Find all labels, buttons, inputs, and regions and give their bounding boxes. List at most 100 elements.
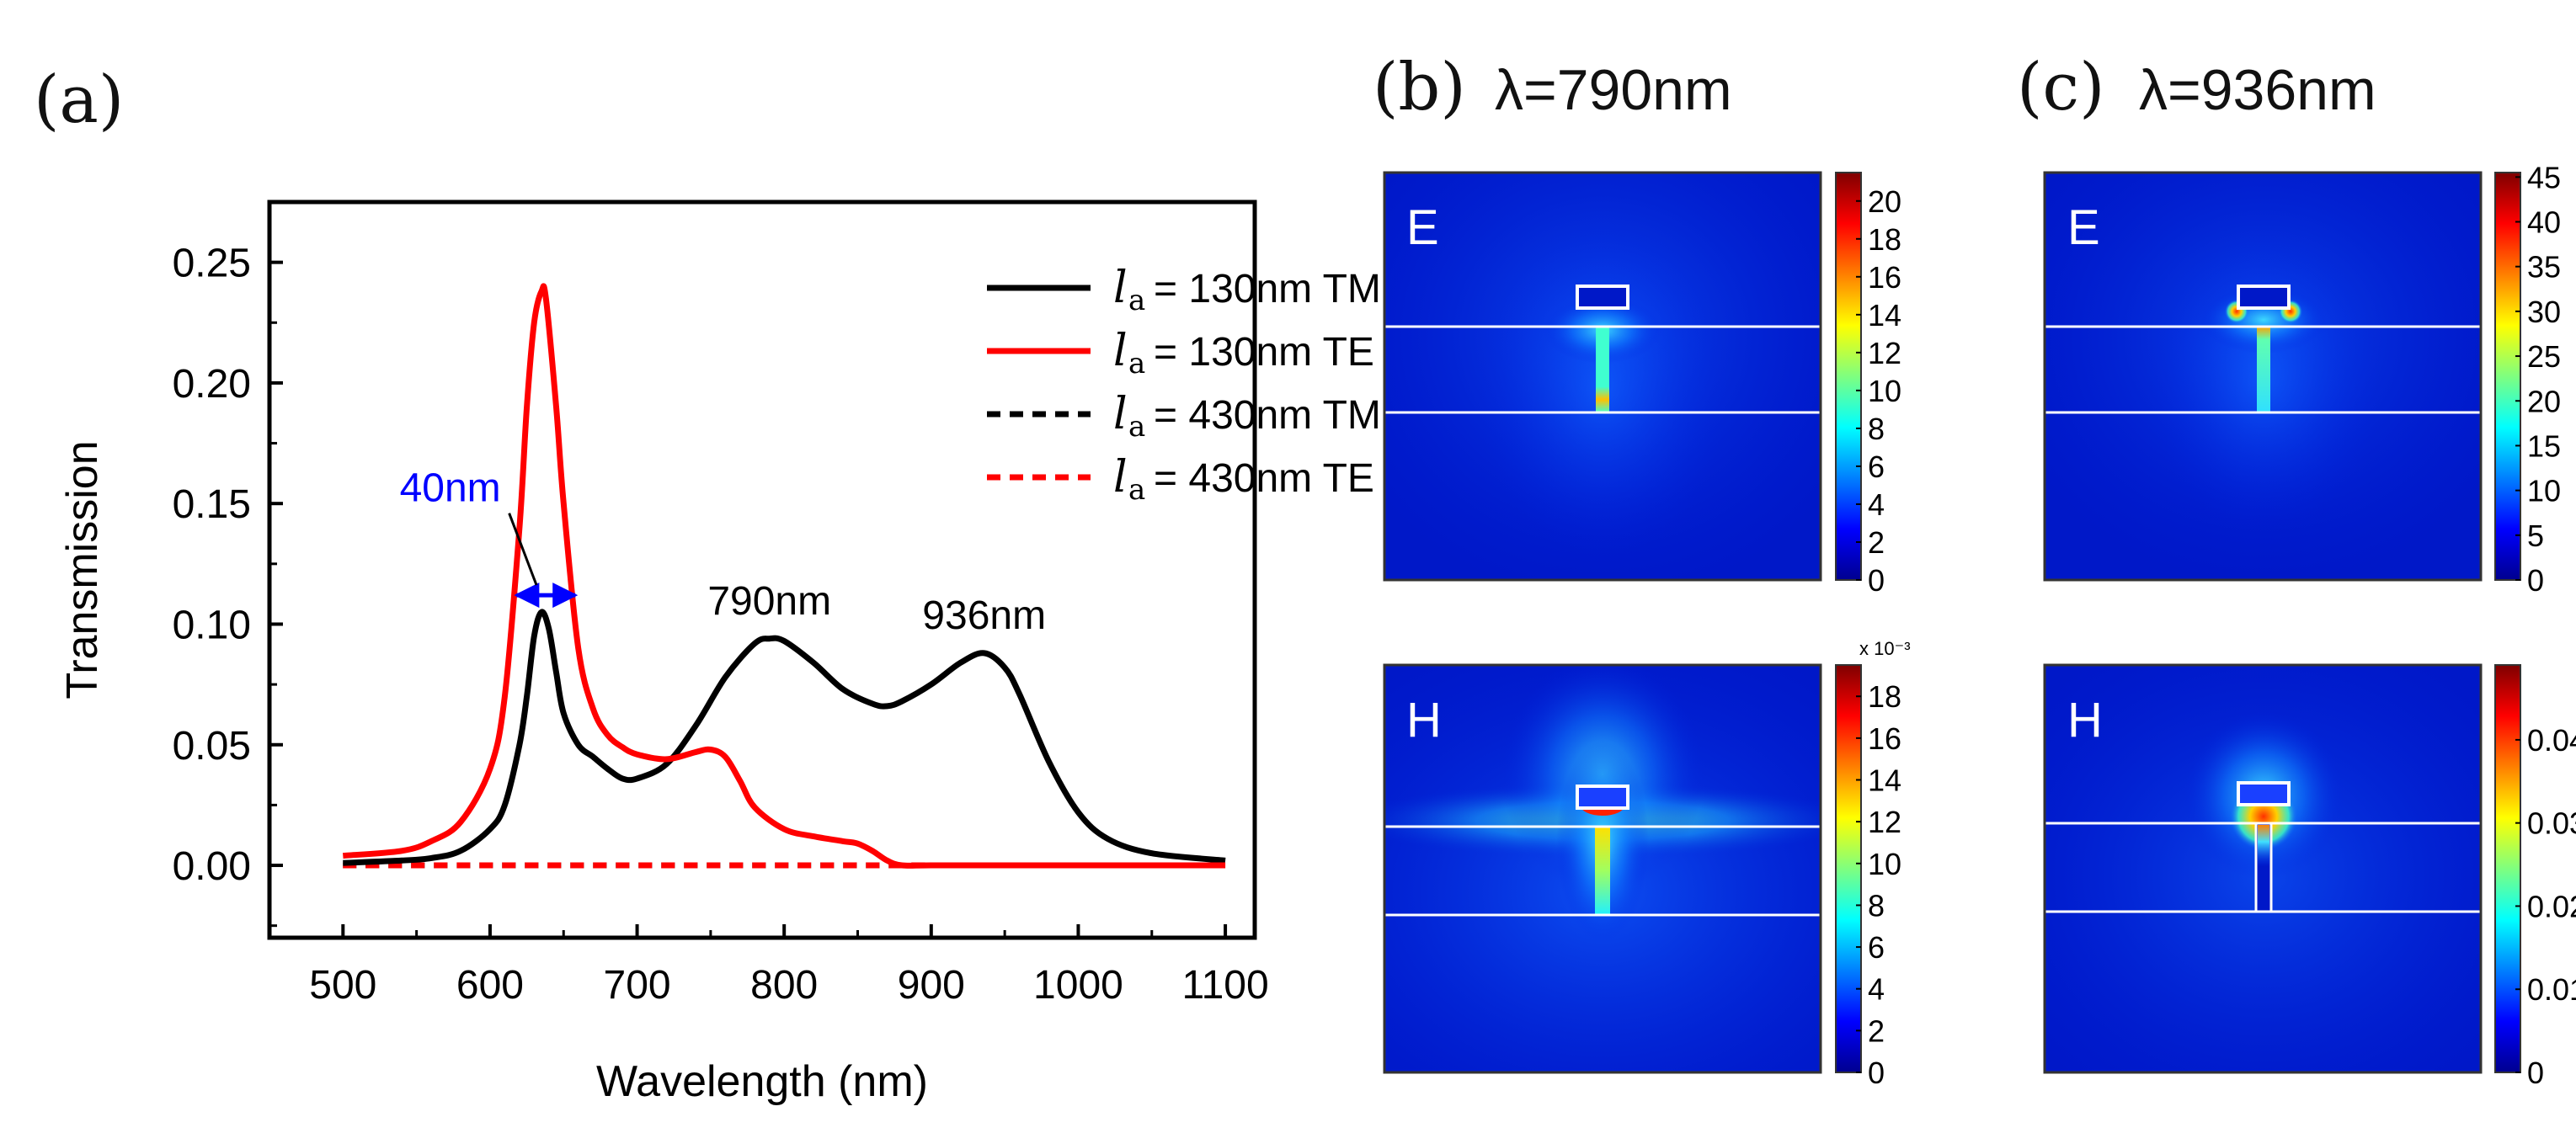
antenna-outline [2237,285,2291,310]
colorbar-tick-label: 4 [1868,487,1885,522]
slit-hotspot [1596,327,1609,412]
x-axis-label: Wavelength (nm) [596,1057,928,1106]
antenna-outline [2237,781,2291,806]
colorbar-tick-label: 0.01 [2527,972,2576,1007]
colorbar-tick-label: 14 [1868,298,1901,332]
colorbar-tick-label: 0.04 [2527,723,2576,758]
colorbar-tick-label: 25 [2527,339,2561,374]
colorbar-tick-label: 45 [2527,160,2561,194]
legend-subscript: a [1128,284,1145,317]
colorbar-tick-label: 20 [2527,384,2561,418]
x-tick-label: 1100 [1181,963,1268,1008]
colorbar-gradient [2494,172,2521,581]
legend-subscript: a [1128,347,1145,380]
y-tick-label: 0.15 [173,482,251,527]
peak1-label: 790nm [707,579,831,624]
x-axis: 500 600 700 800 900 1000 1100 [268,924,1269,1008]
antenna-outline [1576,785,1629,810]
fwhm-label: 40nm [400,466,501,511]
field-map-h-790: H 18 16 14 12 10 8 6 4 2 0 x 10⁻³ [1383,638,1911,1090]
plot-frame [267,199,1257,940]
colorbar-gradient [1835,172,1862,581]
colorbar-tick-label: 0 [1868,1056,1885,1090]
y-axis: 0.00 0.05 0.10 0.15 0.20 0.25 [173,242,283,928]
colorbar-tick-label: 35 [2527,250,2561,285]
colorbar-tick-label: 0.02 [2527,889,2576,923]
colorbar-tick-label: 0 [1868,563,1885,598]
colorbar-tick-label: 8 [1868,412,1885,446]
legend-label: = 430nm TE [1154,456,1374,501]
colorbar-tick-label: 0 [2527,563,2544,598]
legend-symbol: l [1113,263,1128,313]
legend-label: = 430nm TM [1154,393,1381,438]
series-group [343,283,1226,869]
colorbar-tick-label: 40 [2527,205,2561,240]
legend-subscript: a [1128,473,1145,507]
y-tick-label: 0.20 [173,362,251,407]
y-tick-label: 0.05 [173,724,251,769]
colorbar-tick-label: 0 [2527,1056,2544,1090]
legend-label: = 130nm TE [1154,330,1374,375]
series-line-0 [343,609,1226,866]
colorbar-tick-label: 0.03 [2527,806,2576,841]
legend-label: = 130nm TM [1154,267,1381,311]
fwhm-leader-line [508,513,538,586]
x-tick-label: 600 [456,963,524,1008]
colorbar-tick-label: 16 [1868,721,1901,756]
panel-c-label: (c) [2017,50,2105,125]
y-axis-label: Transmission [58,440,107,699]
panel-b-title: λ=790nm [1495,58,1732,122]
colorbar-tick-label: 30 [2527,295,2561,329]
colorbar-tick-label: 6 [1868,449,1885,484]
colorbar-tick-label: 2 [1868,1013,1885,1048]
colorbar-tick-label: 15 [2527,428,2561,463]
field-label: H [2067,693,2103,747]
x-tick-label: 700 [604,963,671,1008]
panel-a-label: (a) [34,62,124,138]
colorbar-tick-label: 4 [1868,972,1885,1007]
panel-b-label: (b) [1373,50,1466,125]
colorbar-tick-label: 18 [1868,222,1901,257]
colorbar-tick-label: 20 [1868,184,1901,219]
colorbar-tick-label: 16 [1868,260,1901,295]
colorbar-exponent: x 10⁻³ [1859,638,1911,659]
colorbar-tick-label: 14 [1868,763,1901,798]
colorbar-gradient [1835,664,1862,1073]
colorbar-tick-label: 12 [1868,336,1901,370]
field-label: E [1406,200,1439,255]
colorbar-tick-label: 10 [1868,847,1901,881]
y-tick-label: 0.10 [173,603,251,647]
antenna-outline [1576,285,1629,310]
legend-symbol: l [1113,326,1128,376]
series-line-1 [343,283,1226,869]
colorbar-gradient [2494,664,2521,1073]
x-tick-label: 500 [309,963,376,1008]
legend-subscript: a [1128,410,1145,444]
slit-hotspot [2257,327,2270,412]
legend-symbol: l [1113,389,1128,439]
y-tick-label: 0.25 [173,242,251,286]
legend-symbol: l [1113,452,1128,503]
x-tick-label: 1000 [1033,963,1123,1008]
annotations: 40nm 790nm 936nm [400,466,1047,639]
slit-hotspot [2258,825,2269,867]
colorbar-tick-label: 8 [1868,888,1885,923]
colorbar-tick-label: 10 [1868,374,1901,408]
legend: l a = 130nm TMl a = 130nm TEl a = 430nm TMl a = … [987,263,1381,507]
panel-c-title: λ=936nm [2139,58,2376,122]
colorbar-tick-label: 6 [1868,930,1885,965]
peak2-label: 936nm [922,593,1046,638]
transmission-chart: 500 600 700 800 900 1000 1100 0.00 0.05 0.10 0.15… [58,199,1381,1106]
colorbar-tick-label: 2 [1868,525,1885,560]
x-tick-label: 900 [898,963,965,1008]
field-map-e-936: E 45 40 35 30 25 20 15 10 5 0 [2043,160,2561,598]
y-tick-label: 0.00 [173,844,251,889]
field-label: H [1406,693,1442,747]
colorbar-tick-label: 12 [1868,805,1901,839]
colorbar-tick-label: 5 [2527,519,2544,553]
slit-hotspot [1595,827,1610,915]
x-tick-label: 800 [750,963,818,1008]
colorbar-tick-label: 18 [1868,679,1901,714]
